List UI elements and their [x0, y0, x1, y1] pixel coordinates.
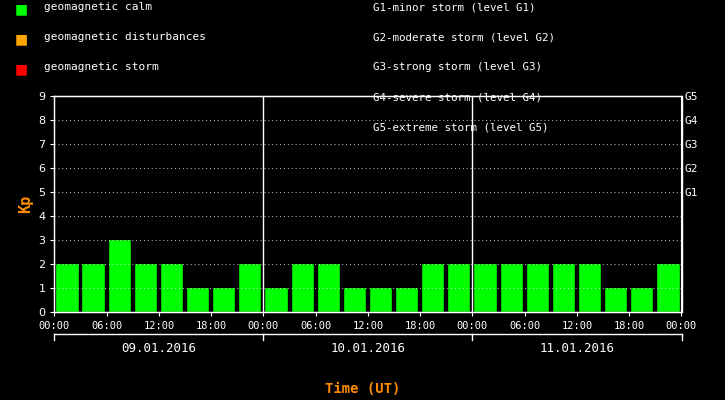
- Bar: [422, 264, 444, 312]
- Bar: [658, 264, 679, 312]
- Text: geomagnetic storm: geomagnetic storm: [44, 62, 158, 72]
- Bar: [83, 264, 104, 312]
- Text: G1-minor storm (level G1): G1-minor storm (level G1): [373, 2, 536, 12]
- Bar: [161, 264, 183, 312]
- Bar: [500, 264, 523, 312]
- Bar: [291, 264, 314, 312]
- Text: geomagnetic disturbances: geomagnetic disturbances: [44, 32, 205, 42]
- Bar: [605, 288, 627, 312]
- Text: 11.01.2016: 11.01.2016: [539, 342, 615, 355]
- Bar: [239, 264, 262, 312]
- Bar: [109, 240, 130, 312]
- Bar: [396, 288, 418, 312]
- Text: 10.01.2016: 10.01.2016: [331, 342, 405, 355]
- Bar: [631, 288, 653, 312]
- Bar: [135, 264, 157, 312]
- Text: ■: ■: [14, 62, 28, 76]
- Text: G3-strong storm (level G3): G3-strong storm (level G3): [373, 62, 542, 72]
- Bar: [552, 264, 575, 312]
- Text: ■: ■: [14, 2, 28, 16]
- Text: ■: ■: [14, 32, 28, 46]
- Bar: [213, 288, 236, 312]
- Bar: [187, 288, 210, 312]
- Text: 09.01.2016: 09.01.2016: [121, 342, 196, 355]
- Bar: [526, 264, 549, 312]
- Text: G4-severe storm (level G4): G4-severe storm (level G4): [373, 92, 542, 102]
- Text: G2-moderate storm (level G2): G2-moderate storm (level G2): [373, 32, 555, 42]
- Bar: [448, 264, 471, 312]
- Bar: [474, 264, 497, 312]
- Bar: [370, 288, 392, 312]
- Bar: [57, 264, 78, 312]
- Text: geomagnetic calm: geomagnetic calm: [44, 2, 152, 12]
- Bar: [265, 288, 288, 312]
- Y-axis label: Kp: Kp: [17, 195, 33, 213]
- Text: Time (UT): Time (UT): [325, 382, 400, 396]
- Bar: [318, 264, 340, 312]
- Bar: [344, 288, 366, 312]
- Text: G5-extreme storm (level G5): G5-extreme storm (level G5): [373, 122, 549, 132]
- Bar: [579, 264, 601, 312]
